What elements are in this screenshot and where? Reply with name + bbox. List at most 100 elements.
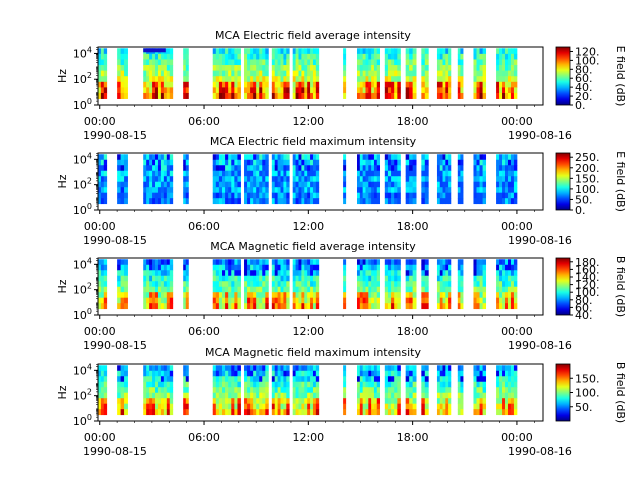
spectrogram-cell: [120, 275, 125, 282]
spectrogram-cell: [256, 264, 260, 271]
spectrogram-cell: [117, 170, 121, 177]
spectrogram-cell: [218, 159, 223, 166]
spectrogram-cell: [507, 381, 512, 388]
spectrogram-cell: [439, 48, 443, 55]
spectrogram-cell: [312, 198, 317, 205]
spectrogram-cell: [391, 264, 395, 271]
spectrogram-cell: [117, 398, 121, 405]
spectrogram-cell: [120, 76, 125, 83]
spectrogram-cell: [244, 187, 248, 194]
spectrogram-cell: [373, 297, 378, 304]
spectrogram-cell: [160, 59, 165, 66]
spectrogram-cell: [436, 187, 441, 194]
spectrogram-cell: [507, 297, 512, 304]
spectrogram-cell: [510, 381, 515, 388]
spectrogram-cell: [146, 198, 150, 205]
spectrogram-cell: [343, 292, 347, 299]
spectrogram-cell: [359, 59, 364, 66]
spectrogram-cell: [304, 65, 308, 72]
spectrogram-cell: [513, 165, 518, 172]
spectrogram-cell: [155, 181, 159, 188]
spectrogram-cell: [157, 409, 162, 416]
spectrogram-cell: [277, 170, 281, 177]
spectrogram-cell: [103, 392, 108, 399]
spectrogram-cell: [228, 192, 232, 199]
spectrogram-cell: [286, 365, 290, 372]
spectrogram-cell: [283, 154, 287, 161]
spectrogram-cell: [362, 292, 366, 299]
spectrogram-cell: [442, 259, 446, 266]
spectrogram-cell: [457, 59, 461, 66]
spectrogram-cell: [98, 286, 102, 293]
spectrogram-cell: [253, 159, 257, 166]
spectrogram-cell: [271, 165, 276, 172]
spectrogram-cell: [496, 198, 500, 205]
spectrogram-cell: [391, 270, 395, 277]
spectrogram-cell: [262, 259, 266, 266]
spectrogram-cell: [405, 165, 410, 172]
spectrogram-cell: [357, 48, 361, 55]
spectrogram-cell: [368, 286, 372, 293]
chart-title: MCA Electric field maximum intensity: [210, 135, 417, 148]
spectrogram-cell: [343, 370, 347, 377]
spectrogram-cell: [507, 159, 512, 166]
spectrogram-cell: [387, 170, 392, 177]
spectrogram-cell: [215, 192, 220, 199]
spectrogram-cell: [231, 281, 235, 288]
spectrogram-cell: [215, 398, 220, 405]
spectrogram-cell: [212, 154, 217, 161]
spectrogram-cell: [496, 176, 500, 183]
spectrogram-cell: [436, 297, 441, 304]
spectrogram-cell: [376, 181, 380, 188]
spectrogram-cell: [409, 292, 414, 299]
spectrogram-cell: [387, 65, 392, 72]
spectrogram-cell: [286, 170, 290, 177]
spectrogram-cell: [225, 398, 229, 405]
spectrogram-cell: [250, 376, 254, 383]
spectrogram-cell: [442, 165, 446, 172]
spectrogram-cell: [155, 270, 159, 277]
spectrogram-cell: [409, 370, 414, 377]
spectrogram-cell: [371, 376, 375, 383]
spectrogram-cell: [371, 53, 375, 60]
spectrogram-cell: [271, 92, 276, 99]
spectrogram-cell: [301, 192, 305, 199]
spectrogram-cell: [510, 53, 515, 60]
spectrogram-cell: [117, 187, 121, 194]
spectrogram-cell: [262, 303, 266, 310]
spectrogram-cell: [124, 376, 128, 383]
spectrogram-cell: [376, 170, 380, 177]
spectrogram-cell: [510, 198, 515, 205]
spectrogram-cell: [146, 154, 150, 161]
spectrogram-cell: [397, 392, 401, 399]
spectrogram-cell: [185, 192, 189, 199]
spectrogram-cell: [152, 92, 156, 99]
spectrogram-cell: [476, 392, 480, 399]
spectrogram-cell: [424, 409, 429, 416]
spectrogram-cell: [476, 409, 480, 416]
spectrogram-cell: [218, 92, 223, 99]
spectrogram-cell: [384, 87, 389, 94]
spectrogram-cell: [295, 176, 299, 183]
spectrogram-cell: [262, 398, 266, 405]
spectrogram-cell: [160, 409, 165, 416]
spectrogram-cell: [442, 403, 446, 410]
spectrogram-cell: [117, 292, 121, 299]
spectrogram-cell: [166, 392, 171, 399]
spectrogram-cell: [124, 198, 128, 205]
spectrogram-cell: [234, 181, 238, 188]
spectrogram-cell: [222, 292, 226, 299]
spectrogram-cell: [295, 70, 299, 77]
spectrogram-cell: [183, 392, 187, 399]
spectrogram-cell: [384, 65, 389, 72]
spectrogram-cell: [163, 65, 168, 72]
spectrogram-cell: [448, 297, 452, 304]
spectrogram-cell: [365, 198, 369, 205]
spectrogram-cell: [280, 48, 284, 55]
spectrogram-cell: [143, 59, 147, 66]
x-date-label: 1990-08-16: [508, 445, 572, 458]
spectrogram-cell: [185, 76, 189, 83]
spectrogram-cell: [166, 59, 171, 66]
spectrogram-cell: [307, 87, 311, 94]
spectrogram-cell: [160, 286, 165, 293]
